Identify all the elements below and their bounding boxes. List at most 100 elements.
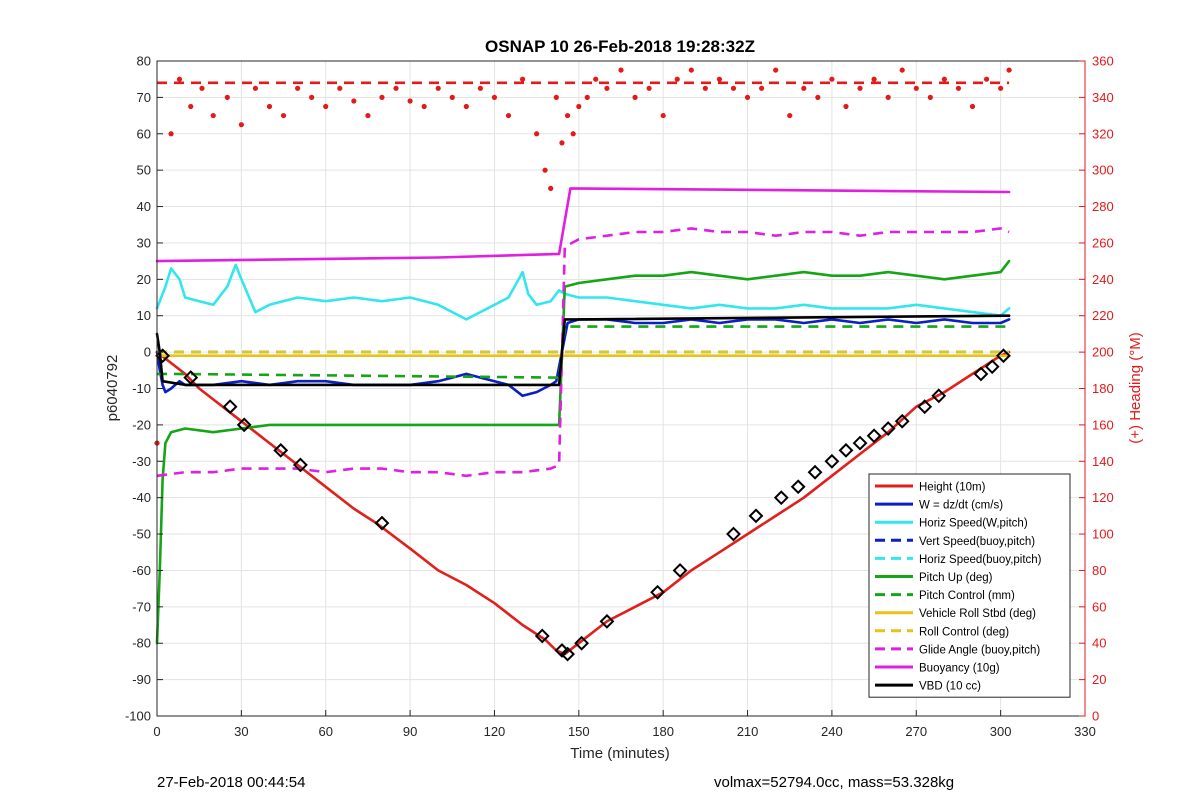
heading-point: [168, 131, 174, 137]
heading-point: [773, 67, 779, 73]
heading-point: [674, 76, 680, 82]
right-tick-label: 300: [1092, 163, 1114, 178]
heading-point: [829, 76, 835, 82]
height-marker: [894, 413, 910, 429]
heading-point: [998, 85, 1004, 91]
heading-point: [576, 103, 582, 110]
heading-point: [407, 98, 413, 104]
heading-point: [421, 103, 427, 110]
heading-point: [969, 103, 976, 110]
height-marker: [807, 464, 823, 480]
heading-point: [857, 85, 863, 91]
heading-point: [593, 76, 599, 82]
heading-point: [309, 94, 315, 100]
y-tick-label: 60: [137, 126, 151, 141]
y-tick-label: -20: [132, 417, 151, 432]
series-height-10m: [155, 350, 1011, 656]
right-tick-label: 220: [1092, 308, 1114, 323]
legend-label: Height (10m): [919, 482, 986, 494]
height-marker: [236, 417, 252, 433]
heading-point: [337, 85, 343, 91]
heading-point: [787, 112, 793, 119]
legend-label: Vehicle Roll Stbd (deg): [919, 608, 1036, 620]
heading-point: [1006, 67, 1012, 73]
heading-point: [983, 76, 990, 82]
right-tick-label: 140: [1092, 454, 1114, 469]
footer-timestamp: 27-Feb-2018 00:44:54: [157, 774, 306, 791]
y-tick-label: -30: [132, 454, 151, 469]
height-marker: [748, 508, 764, 524]
y-tick-label: 30: [137, 235, 151, 250]
legend-label: Vert Speed(buoy,pitch): [919, 536, 1035, 548]
heading-point: [176, 76, 183, 82]
heading-point: [393, 85, 399, 91]
heading-point: [449, 94, 455, 100]
right-axis-label: (+) Heading (°M): [1127, 332, 1144, 443]
height-marker: [374, 515, 390, 531]
x-tick-label: 330: [1074, 724, 1096, 739]
y-tick-label: 20: [137, 272, 151, 287]
y-tick-label: -90: [132, 672, 151, 687]
heading-point: [899, 67, 905, 73]
series-glide-angle-buoy-pitch: [156, 227, 1010, 478]
heading-point: [463, 103, 469, 110]
heading-point: [365, 112, 371, 119]
right-tick-label: 280: [1092, 199, 1114, 214]
heading-point: [759, 85, 765, 91]
y-tick-label: 10: [137, 308, 151, 323]
right-tick-label: 260: [1092, 235, 1114, 250]
y-tick-label: 70: [137, 90, 151, 105]
heading-point: [584, 94, 590, 100]
right-tick-label: 340: [1092, 90, 1114, 105]
heading-point: [266, 103, 273, 110]
height-marker: [293, 457, 308, 473]
y-tick-label: -10: [132, 381, 151, 396]
series-pitch-up-deg: [155, 259, 1011, 645]
legend-label: Buoyancy (10g): [919, 663, 1000, 675]
x-tick-label: 300: [990, 724, 1012, 739]
heading-point: [646, 85, 652, 91]
legend-box: [868, 473, 1071, 698]
heading-point: [913, 85, 919, 91]
height-marker: [650, 584, 665, 600]
y-tick-label: -70: [132, 599, 151, 614]
legend-label: Roll Control (deg): [919, 626, 1009, 638]
right-tick-label: 60: [1092, 599, 1106, 614]
heading-point: [702, 85, 708, 91]
heading-point: [238, 122, 244, 128]
heading-point: [379, 94, 385, 100]
height-marker: [560, 646, 575, 662]
height-marker: [155, 348, 171, 364]
series-heading-m: [154, 67, 1012, 446]
legend-label: Pitch Control (mm): [919, 590, 1015, 602]
height-marker: [222, 399, 238, 415]
chart-title: OSNAP 10 26-Feb-2018 19:28:32Z: [485, 37, 755, 56]
heading-point: [199, 85, 205, 91]
x-tick-label: 90: [403, 724, 417, 739]
height-marker: [984, 359, 1000, 375]
heading-point: [564, 112, 571, 119]
height-markers: [155, 348, 1011, 662]
heading-point: [730, 85, 737, 91]
heading-point: [744, 94, 751, 100]
height-marker: [574, 635, 590, 651]
legend-label: Glide Angle (buoy,pitch): [919, 644, 1040, 656]
y-tick-label: 80: [137, 54, 151, 69]
axes: 0 30 60 90 120 150 180 210 240 270 300 330-100-90-8…: [125, 54, 1114, 740]
height-marker: [183, 370, 199, 385]
heading-point: [843, 103, 849, 110]
heading-point: [280, 112, 287, 119]
heading-point: [534, 131, 540, 137]
height-marker: [824, 453, 840, 469]
heading-point: [295, 85, 301, 91]
x-tick-label: 0: [153, 724, 160, 739]
right-tick-label: 200: [1092, 345, 1114, 360]
right-tick-label: 180: [1092, 381, 1114, 396]
heading-point: [885, 94, 891, 100]
right-tick-label: 240: [1092, 272, 1114, 287]
height-marker: [931, 388, 947, 404]
heading-point: [618, 67, 624, 73]
right-tick-label: 40: [1092, 636, 1106, 651]
heading-point: [435, 85, 441, 91]
